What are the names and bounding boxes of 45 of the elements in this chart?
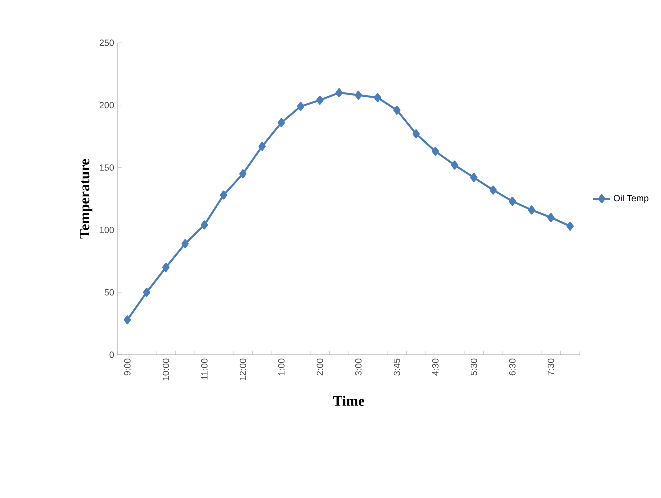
y-axis-title: Temperature <box>80 159 93 239</box>
y-tick-label: 200 <box>100 102 114 109</box>
point <box>124 316 132 325</box>
y-tick-label: 50 <box>104 289 114 296</box>
x-tick-label: 7:30 <box>548 358 554 376</box>
point <box>355 90 362 100</box>
point <box>432 147 440 156</box>
point <box>336 88 344 98</box>
point <box>394 106 401 115</box>
point <box>201 220 208 230</box>
point <box>143 288 150 298</box>
x-tick-label: 5:30 <box>470 358 478 376</box>
x-tick-label: 3:00 <box>355 358 362 376</box>
point <box>220 190 228 200</box>
point <box>451 160 458 170</box>
point <box>182 239 190 248</box>
point <box>470 173 478 182</box>
x-tick-label: 12:00 <box>240 358 246 380</box>
x-tick-label: 9:00 <box>124 358 131 376</box>
point <box>374 93 382 102</box>
point <box>316 96 324 105</box>
point <box>258 142 266 152</box>
x-tick-label: 6:30 <box>509 358 516 376</box>
x-tick-label: 2:00 <box>316 358 324 376</box>
point <box>278 118 286 128</box>
y-tick-label: 0 <box>110 352 114 358</box>
x-tick-label: 4:30 <box>432 358 439 376</box>
point <box>412 130 420 139</box>
point <box>490 186 497 195</box>
y-tick-label: 100 <box>100 227 114 234</box>
legend-label: Oil Temp <box>614 194 649 204</box>
y-tick-label: 250 <box>100 40 114 46</box>
point <box>509 196 516 206</box>
point <box>240 170 247 179</box>
point <box>548 213 555 222</box>
point <box>528 206 536 215</box>
y-tick-label: 150 <box>100 164 114 171</box>
point <box>566 222 574 231</box>
x-tick-label: 1:00 <box>278 358 285 376</box>
point <box>297 102 304 112</box>
x-tick-label: 3:45 <box>394 358 400 376</box>
x-axis-title: Time <box>333 396 365 406</box>
x-tick-label: 11:00 <box>201 358 208 380</box>
point <box>162 263 170 272</box>
x-tick-label: 10:00 <box>162 358 170 380</box>
